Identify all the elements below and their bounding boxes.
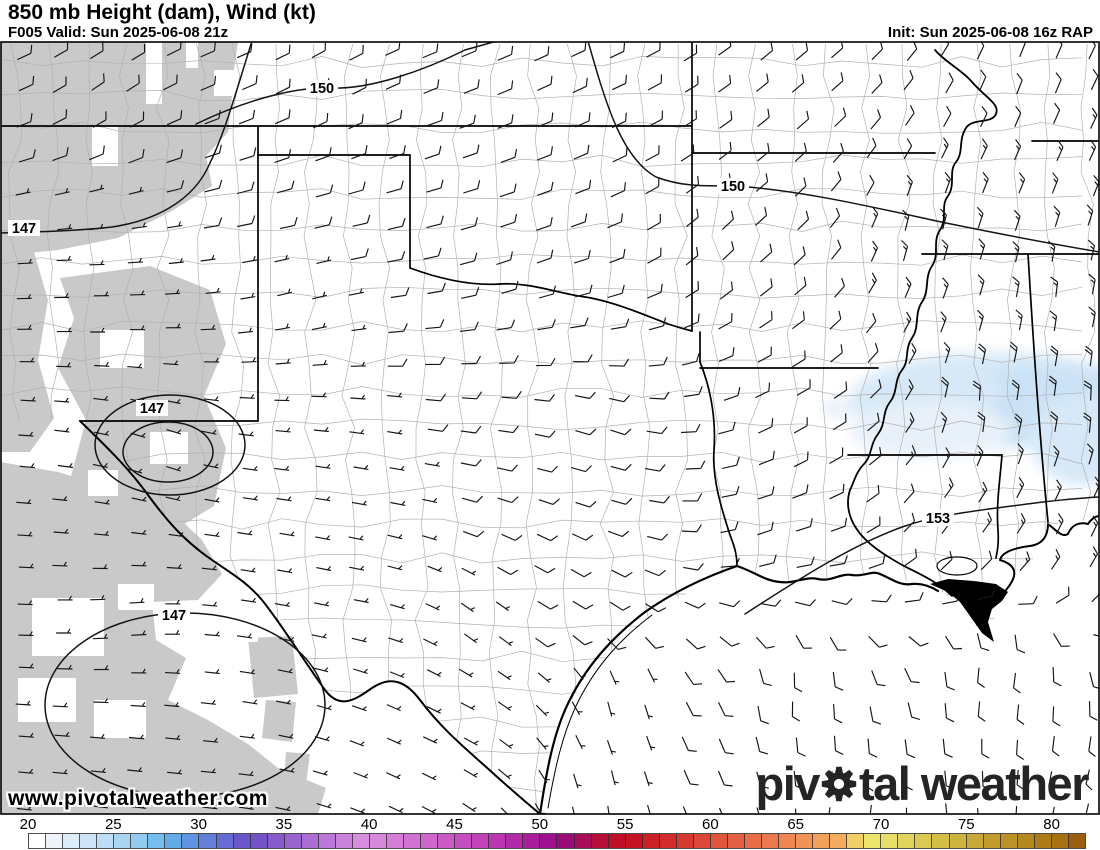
colorbar-cell	[131, 834, 149, 848]
svg-text:150: 150	[721, 179, 745, 195]
colorbar-cell	[966, 834, 984, 848]
colorbar-cell	[63, 834, 81, 848]
colorbar-cell	[386, 834, 405, 848]
colorbar-cell	[250, 834, 268, 848]
colorbar-tick: 45	[446, 816, 463, 833]
colorbar-cell	[318, 834, 336, 848]
logo-text-post: tal weather	[858, 757, 1090, 810]
colorbar-cell	[949, 834, 967, 848]
colorbar-tick: 30	[190, 816, 207, 833]
colorbar-cell	[29, 834, 47, 848]
colorbar-cell	[830, 834, 848, 848]
colorbar-cell	[182, 834, 200, 848]
colorbar-cell	[710, 834, 728, 848]
colorbar-cell	[864, 834, 882, 848]
colorbar-cell	[523, 834, 541, 848]
colorbar-cell	[659, 834, 677, 848]
map-frame	[0, 41, 1100, 815]
colorbar-cell	[881, 834, 899, 848]
colorbar-cell	[114, 834, 132, 848]
map-header: 850 mb Height (dam), Wind (kt) F005 Vali…	[0, 0, 1100, 41]
colorbar-cell	[97, 834, 115, 848]
colorbar-cell	[898, 834, 916, 848]
colorbar-cell	[847, 834, 865, 848]
colorbar-cell	[421, 834, 439, 848]
colorbar-cell	[1034, 834, 1052, 848]
colorbar-cells	[28, 833, 1086, 849]
colorbar-tick: 70	[872, 816, 890, 833]
colorbar-cell	[216, 834, 234, 848]
colorbar-cell	[352, 834, 370, 848]
colorbar-cell	[267, 834, 285, 848]
colorbar-cell	[369, 834, 387, 848]
page-title: 850 mb Height (dam), Wind (kt)	[8, 1, 316, 24]
colorbar-cell	[608, 834, 626, 848]
colorbar-cell	[557, 834, 575, 848]
colorbar-cell	[591, 834, 609, 848]
colorbar-cell	[301, 834, 319, 848]
colorbar-tick: 55	[616, 816, 634, 833]
colorbar-cell	[438, 834, 456, 848]
colorbar-cell	[148, 834, 166, 848]
colorbar-cell	[1017, 834, 1035, 848]
gear-icon	[820, 760, 858, 807]
colorbar-cell	[915, 834, 933, 848]
colorbar-cell	[233, 834, 251, 848]
colorbar-tick: 40	[360, 816, 378, 833]
svg-text:150: 150	[310, 81, 334, 97]
colorbar-tick: 65	[787, 816, 805, 833]
contour-labels: 150 147 150 147 147 153	[8, 80, 954, 624]
colorbar-tick: 25	[104, 816, 122, 833]
colorbar-cell	[796, 834, 814, 848]
colorbar-cell	[165, 834, 183, 848]
svg-text:147: 147	[162, 608, 186, 624]
colorbar-cell	[574, 834, 592, 848]
colorbar-tick: 80	[1043, 816, 1060, 833]
colorbar-cell	[80, 834, 98, 848]
colorbar-cell	[199, 834, 217, 848]
colorbar-cell	[404, 834, 422, 848]
colorbar-cell	[472, 834, 490, 848]
colorbar-tick: 20	[19, 816, 37, 833]
colorbar-cell	[540, 834, 558, 848]
colorbar-cell	[676, 834, 694, 848]
colorbar: 20 25 30 35 40 45 50 55 60 65 70 75 80	[0, 815, 1100, 850]
init-time-label: Init: Sun 2025-06-08 16z RAP	[887, 24, 1093, 41]
colorbar-tick: 75	[957, 816, 975, 833]
colorbar-tick: 35	[275, 816, 293, 833]
valid-time-label: F005 Valid: Sun 2025-06-08 21z	[8, 24, 229, 41]
colorbar-cell	[489, 834, 507, 848]
colorbar-cell	[727, 834, 745, 848]
colorbar-cell	[932, 834, 950, 848]
colorbar-cell	[779, 834, 797, 848]
watermark-url: www.pivotalweather.com	[8, 787, 268, 810]
pivotal-weather-logo: piv tal weather	[755, 757, 1090, 810]
colorbar-cell	[1000, 834, 1018, 848]
colorbar-cell	[284, 834, 302, 848]
colorbar-cell	[744, 834, 763, 848]
svg-text:147: 147	[140, 401, 164, 417]
colorbar-cell	[813, 834, 831, 848]
colorbar-tick: 50	[531, 816, 549, 833]
colorbar-cell	[506, 834, 524, 848]
colorbar-cell	[762, 834, 780, 848]
colorbar-cell	[642, 834, 660, 848]
colorbar-cell	[693, 834, 711, 848]
logo-text-pre: piv	[755, 757, 821, 810]
colorbar-cell	[1051, 834, 1069, 848]
colorbar-tick: 60	[702, 816, 719, 833]
colorbar-cell	[46, 834, 64, 848]
colorbar-cell	[983, 834, 1001, 848]
svg-text:153: 153	[926, 511, 950, 527]
svg-text:147: 147	[12, 221, 36, 237]
colorbar-cell	[625, 834, 643, 848]
colorbar-cell	[1068, 834, 1085, 848]
colorbar-cell	[455, 834, 473, 848]
colorbar-cell	[335, 834, 353, 848]
